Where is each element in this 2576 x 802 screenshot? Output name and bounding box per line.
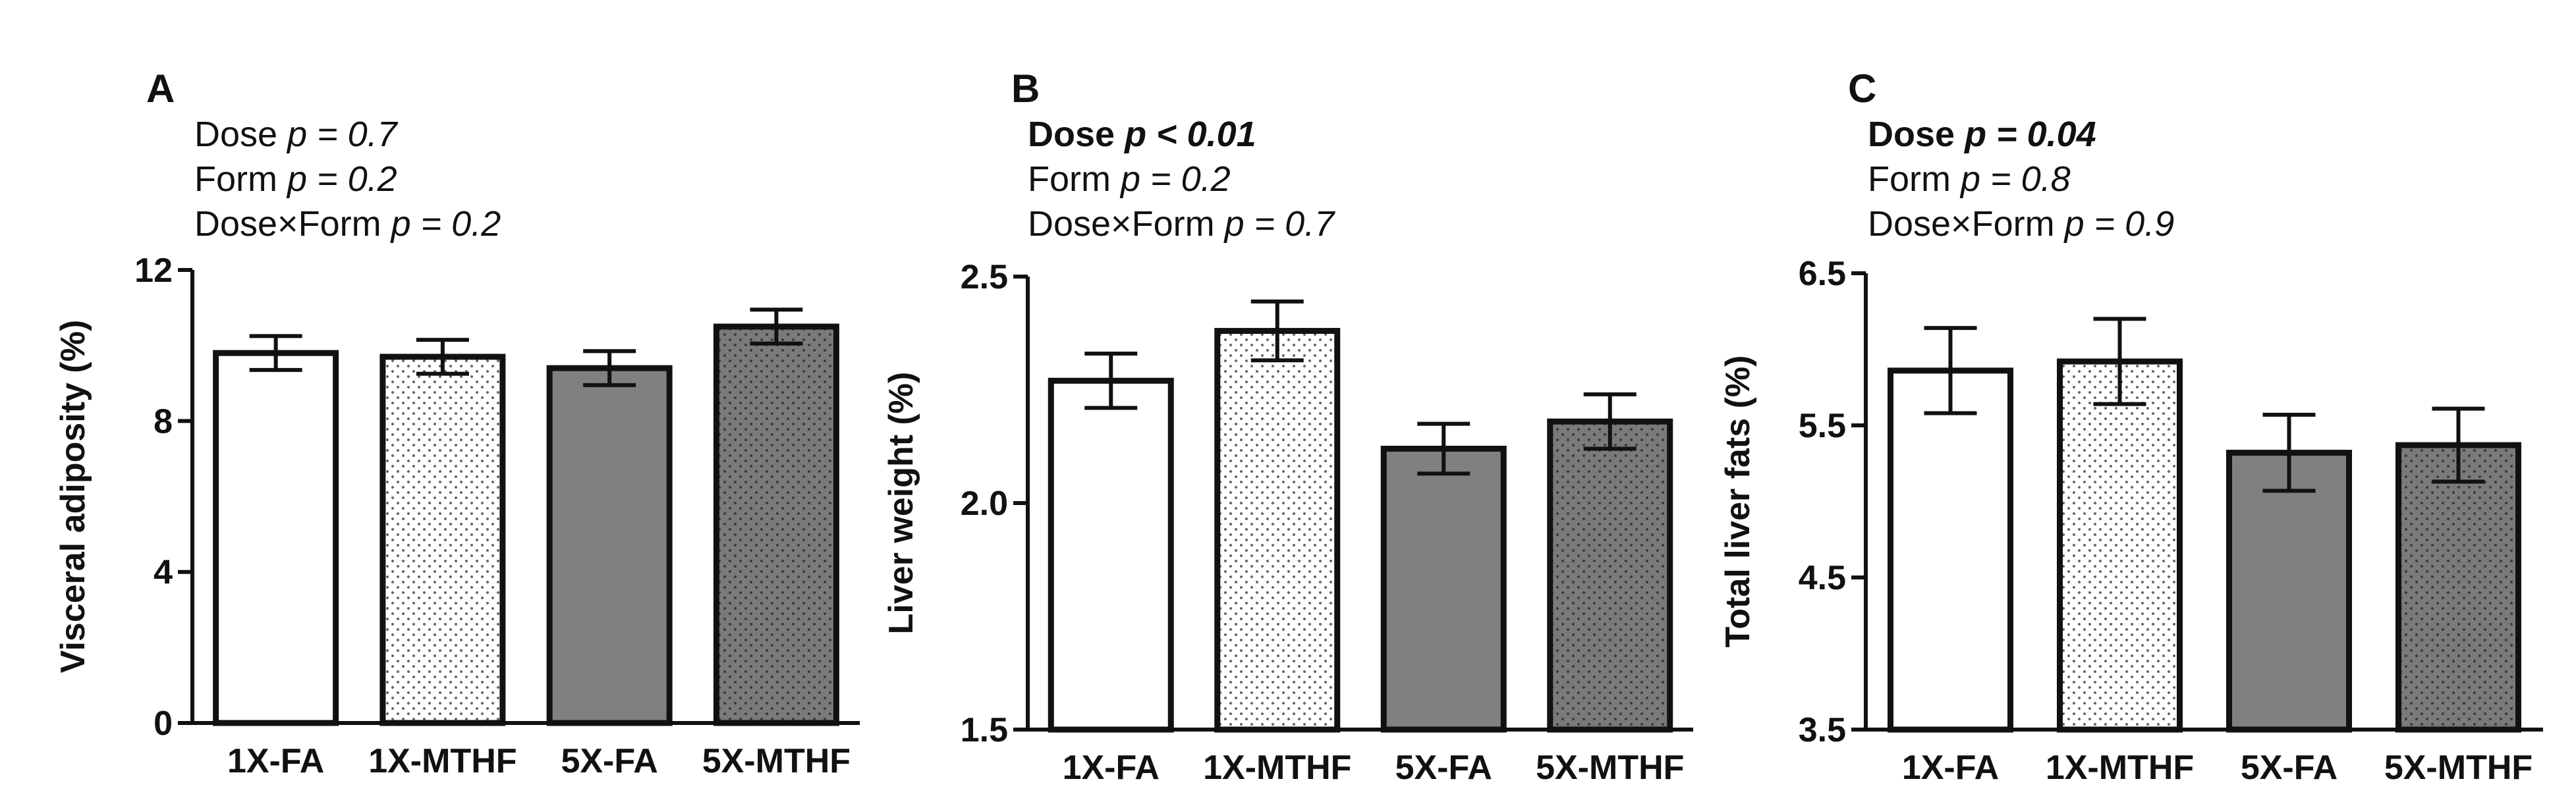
stat-line: Form p = 0.8 xyxy=(1868,159,2071,199)
panel-letter: B xyxy=(1011,67,1040,111)
y-tick-label: 3.5 xyxy=(1799,711,1846,749)
y-tick-label: 2.0 xyxy=(961,485,1008,523)
x-tick-label: 1X-MTHF xyxy=(1203,749,1351,787)
y-tick-label: 2.5 xyxy=(961,258,1008,296)
x-tick-label: 5X-FA xyxy=(1395,749,1492,787)
stat-p-value: p = 0.7 xyxy=(286,115,399,154)
stat-line: Form p = 0.2 xyxy=(194,159,397,199)
stat-line: Dose×Form p = 0.2 xyxy=(194,204,501,244)
stat-line: Dose×Form p = 0.9 xyxy=(1868,204,2174,244)
y-tick-label: 4 xyxy=(154,554,173,592)
stat-label: Dose xyxy=(194,115,287,154)
stat-p-value: p = 0.2 xyxy=(286,159,397,199)
stat-label: Form xyxy=(1028,159,1121,199)
panel-letter: C xyxy=(1848,67,1876,111)
x-tick-label: 1X-FA xyxy=(227,742,324,780)
stat-line: Dose×Form p = 0.7 xyxy=(1028,204,1335,244)
bar xyxy=(546,365,673,726)
x-tick-label: 1X-FA xyxy=(1063,749,1160,787)
stat-line: Dose p < 0.01 xyxy=(1028,115,1256,154)
stat-label: Form xyxy=(194,159,287,199)
bar xyxy=(213,350,339,726)
x-tick-label: 1X-MTHF xyxy=(2046,749,2194,787)
x-tick-label: 5X-FA xyxy=(561,742,658,780)
x-tick-label: 5X-FA xyxy=(2241,749,2338,787)
y-tick-label: 4.5 xyxy=(1799,559,1846,597)
bar xyxy=(2057,358,2183,733)
bar xyxy=(379,354,506,726)
x-tick-label: 5X-MTHF xyxy=(1536,749,1684,787)
stat-p-value: p = 0.2 xyxy=(1119,159,1231,199)
bar xyxy=(1888,367,2013,733)
bar xyxy=(1547,418,1673,733)
stat-label: Form xyxy=(1868,159,1961,199)
bar xyxy=(2395,442,2521,733)
x-tick-label: 1X-FA xyxy=(1902,749,1999,787)
y-tick-label: 12 xyxy=(134,252,173,290)
x-tick-label: 5X-MTHF xyxy=(702,742,851,780)
y-tick-label: 1.5 xyxy=(961,711,1008,749)
bar xyxy=(1214,328,1341,733)
x-tick-label: 5X-MTHF xyxy=(2384,749,2533,787)
stat-p-value: p = 0.8 xyxy=(1959,159,2071,199)
stat-label: Dose×Form xyxy=(1868,204,2065,244)
bar xyxy=(2226,450,2352,733)
y-tick-label: 8 xyxy=(154,402,173,441)
stat-label: Dose×Form xyxy=(1028,204,1225,244)
y-tick-label: 0 xyxy=(154,705,173,743)
y-axis-title: Liver weight (%) xyxy=(882,372,920,635)
stat-label: Dose xyxy=(1868,115,1965,154)
x-tick-label: 1X-MTHF xyxy=(368,742,517,780)
stat-p-value: p < 0.01 xyxy=(1123,115,1256,154)
stat-p-value: p = 0.7 xyxy=(1223,204,1336,244)
stat-line: Form p = 0.2 xyxy=(1028,159,1231,199)
stat-line: Dose p = 0.7 xyxy=(194,115,399,154)
bar xyxy=(713,323,839,726)
bar xyxy=(1048,377,1174,733)
stat-p-value: p = 0.04 xyxy=(1963,115,2096,154)
y-axis-title: Visceral adiposity (%) xyxy=(54,320,92,674)
stat-p-value: p = 0.2 xyxy=(390,204,501,244)
stat-p-value: p = 0.9 xyxy=(2063,204,2175,244)
stat-label: Dose×Form xyxy=(194,204,391,244)
stat-label: Dose xyxy=(1028,115,1125,154)
panel-letter: A xyxy=(146,67,175,111)
y-tick-label: 5.5 xyxy=(1799,407,1846,445)
y-axis-title: Total liver fats (%) xyxy=(1719,355,1757,647)
y-tick-label: 6.5 xyxy=(1799,255,1846,293)
bar xyxy=(1380,445,1507,733)
stat-line: Dose p = 0.04 xyxy=(1868,115,2096,154)
